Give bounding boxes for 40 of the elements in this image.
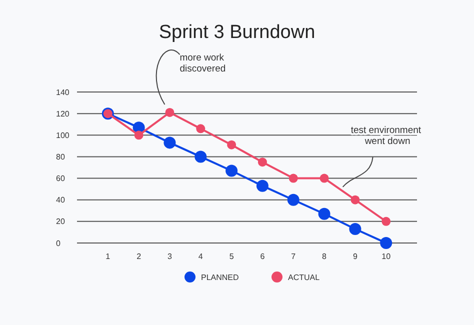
point <box>196 124 206 134</box>
text: more work discovered <box>180 52 226 74</box>
x-tick-label: 2 <box>136 252 142 261</box>
x-tick-label: 8 <box>322 252 328 261</box>
point <box>349 222 362 235</box>
y-tick-label: 80 <box>56 152 66 162</box>
x-tick-label: 9 <box>352 252 358 261</box>
point <box>194 150 207 163</box>
y-tick-label: 140 <box>56 88 70 97</box>
point <box>134 130 144 140</box>
point <box>318 208 330 220</box>
x-tick-label: 3 <box>168 252 172 261</box>
point <box>287 194 300 206</box>
point <box>258 158 267 167</box>
chart-title: Sprint 3 Burndown <box>158 22 316 43</box>
point <box>382 216 391 226</box>
legend-label: ACTUAL <box>288 272 320 282</box>
point <box>256 180 268 192</box>
x-tick-label: 7 <box>291 252 296 261</box>
point <box>350 195 360 204</box>
point <box>288 174 298 183</box>
x-tick-label: 5 <box>229 252 234 261</box>
annotation: test environment went down <box>350 124 422 147</box>
y-tick-label: 60 <box>56 174 66 184</box>
y-tick-label: 20 <box>56 217 66 226</box>
point <box>165 108 174 117</box>
point <box>227 140 236 150</box>
point <box>320 174 329 183</box>
point <box>226 164 238 177</box>
legend-label: PLANNED <box>201 272 240 282</box>
point <box>380 237 392 249</box>
x-tick-label: 6 <box>260 252 266 261</box>
x-tick-label: 4 <box>198 252 204 261</box>
y-tick-label: 100 <box>56 130 70 140</box>
y-tick-label: 40 <box>56 196 66 205</box>
y-tick-label: 0 <box>56 238 61 248</box>
x-tick-label: 10 <box>382 252 392 261</box>
x-tick-label: 1 <box>106 252 111 261</box>
y-tick-label: 120 <box>56 109 70 118</box>
point <box>164 136 176 149</box>
